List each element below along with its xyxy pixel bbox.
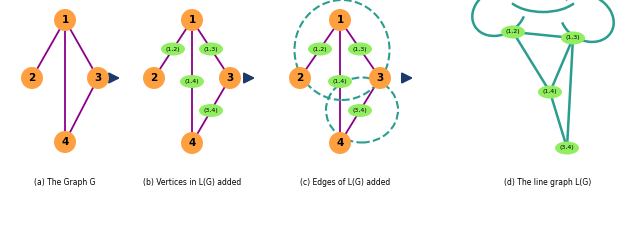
Circle shape: [54, 9, 76, 31]
Text: 2: 2: [296, 73, 303, 83]
Text: 4: 4: [188, 138, 196, 148]
Text: (1,4): (1,4): [543, 90, 557, 94]
Text: 1: 1: [61, 15, 68, 25]
Text: (d) The line graph L(G): (d) The line graph L(G): [504, 178, 591, 187]
Circle shape: [21, 67, 43, 89]
Text: (1,2): (1,2): [166, 47, 180, 51]
Circle shape: [181, 132, 203, 154]
Text: (1,4): (1,4): [185, 79, 199, 84]
Text: 1: 1: [188, 15, 196, 25]
Text: (3,4): (3,4): [559, 145, 574, 151]
Ellipse shape: [538, 85, 562, 99]
Ellipse shape: [555, 142, 579, 154]
Text: (1,2): (1,2): [506, 30, 520, 34]
Text: 4: 4: [61, 137, 68, 147]
Ellipse shape: [308, 42, 332, 55]
Text: (1,4): (1,4): [333, 79, 348, 84]
Ellipse shape: [199, 104, 223, 117]
Ellipse shape: [328, 75, 352, 88]
Text: 3: 3: [376, 73, 383, 83]
Text: (a) The Graph G: (a) The Graph G: [35, 178, 96, 187]
Ellipse shape: [161, 42, 185, 55]
Ellipse shape: [501, 26, 525, 39]
Text: (3,4): (3,4): [353, 108, 367, 113]
Circle shape: [87, 67, 109, 89]
Text: 2: 2: [150, 73, 157, 83]
Circle shape: [329, 9, 351, 31]
Ellipse shape: [348, 42, 372, 55]
Circle shape: [369, 67, 391, 89]
Circle shape: [329, 132, 351, 154]
Text: (c) Edges of L(G) added: (c) Edges of L(G) added: [300, 178, 390, 187]
Text: 1: 1: [337, 15, 344, 25]
Text: (1,3): (1,3): [353, 47, 367, 51]
Ellipse shape: [199, 42, 223, 55]
Ellipse shape: [180, 75, 204, 88]
Ellipse shape: [348, 104, 372, 117]
Circle shape: [289, 67, 311, 89]
Circle shape: [143, 67, 165, 89]
Text: (1,3): (1,3): [204, 47, 218, 51]
Text: 3: 3: [94, 73, 102, 83]
Text: (b) Vertices in L(G) added: (b) Vertices in L(G) added: [143, 178, 241, 187]
Text: (3,4): (3,4): [204, 108, 218, 113]
Circle shape: [54, 131, 76, 153]
Ellipse shape: [561, 31, 585, 44]
Circle shape: [181, 9, 203, 31]
Circle shape: [219, 67, 241, 89]
Text: (1,3): (1,3): [566, 35, 580, 41]
Text: 3: 3: [227, 73, 234, 83]
Text: 4: 4: [336, 138, 344, 148]
Text: 2: 2: [28, 73, 36, 83]
Text: (1,2): (1,2): [313, 47, 327, 51]
